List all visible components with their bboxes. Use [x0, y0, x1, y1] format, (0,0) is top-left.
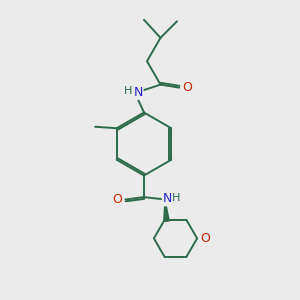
Text: O: O — [112, 193, 122, 206]
Text: H: H — [172, 193, 181, 203]
Text: N: N — [133, 86, 143, 99]
Text: H: H — [124, 86, 133, 97]
Polygon shape — [164, 200, 169, 221]
Text: N: N — [163, 192, 172, 206]
Text: O: O — [201, 232, 210, 245]
Text: O: O — [182, 81, 192, 94]
